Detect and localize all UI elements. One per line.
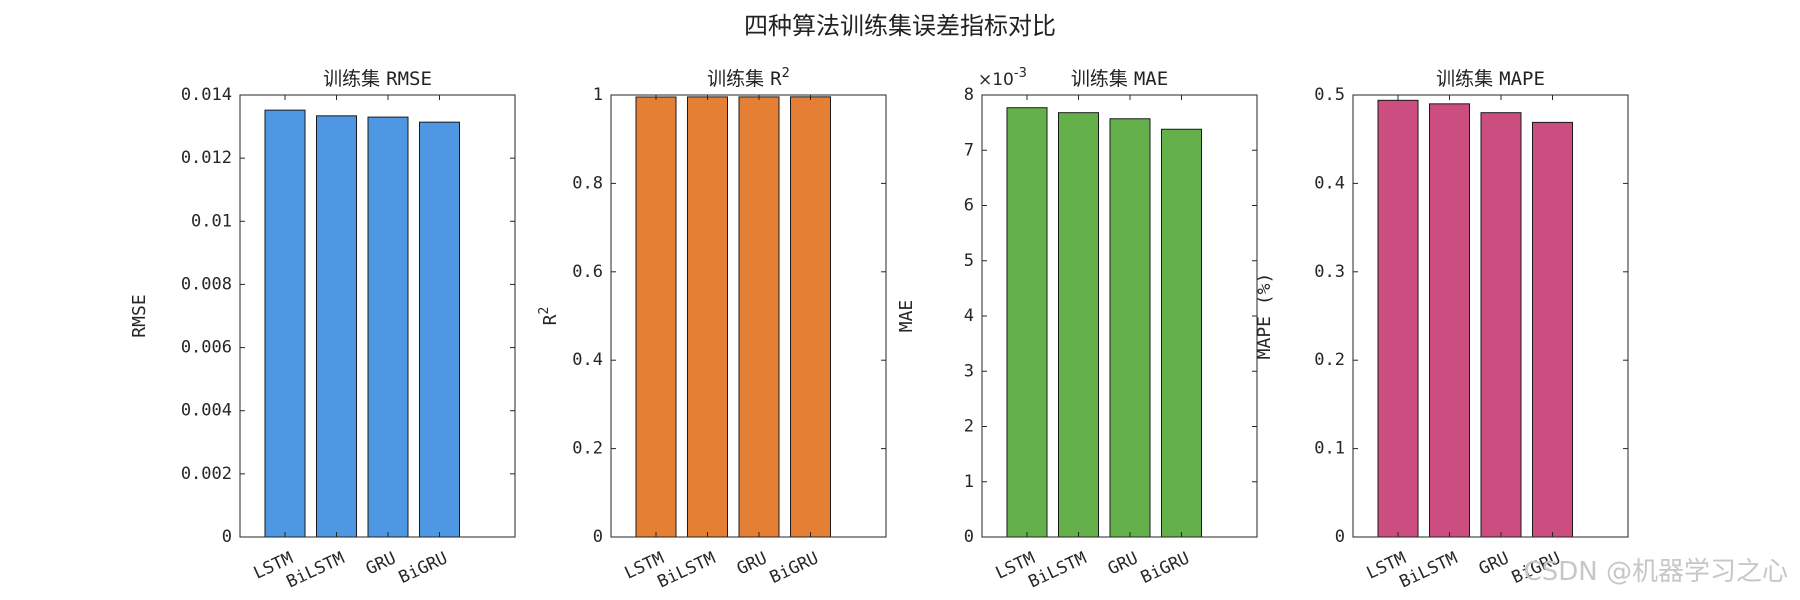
y-tick-label: 0.01: [191, 211, 232, 231]
y-axis-label-text: RMSE: [129, 294, 150, 337]
y-tick-label: 8: [964, 85, 974, 105]
subplot-title: 训练集 MAPE: [1436, 68, 1545, 90]
y-axis-label: MAE: [896, 300, 917, 333]
subplot-title-prefix: 训练集: [1436, 68, 1499, 90]
bar-lstm: [264, 109, 306, 538]
y-tick-label: 0.4: [1314, 173, 1345, 193]
x-tick-label: BiGRU: [396, 548, 451, 588]
figure-title: 四种算法训练集误差指标对比: [744, 12, 1056, 40]
y-tick-label: 0.012: [181, 148, 232, 168]
x-tick-label: BiLSTM: [1397, 548, 1461, 592]
bar-lstm: [635, 96, 677, 538]
y-axis-label-text: MAPE (%): [1254, 273, 1275, 360]
bar-bigru: [1532, 121, 1573, 538]
y-tick-label: 0: [1335, 527, 1345, 547]
subplot-title-metric: MAPE: [1499, 68, 1545, 90]
y-axis-label-text: R: [540, 314, 561, 325]
bar-gru: [367, 116, 409, 538]
y-tick-label: 0.006: [181, 338, 232, 358]
bar-bigru: [1161, 128, 1202, 538]
subplot-title-superscript: 2: [782, 66, 790, 81]
subplot-title-prefix: 训练集: [1071, 68, 1134, 90]
x-tick-label: GRU: [363, 548, 399, 579]
y-tick-label: 0.8: [572, 173, 603, 193]
subplot-title: 训练集 R2: [707, 66, 790, 90]
y-tick-label: 0.3: [1314, 262, 1345, 282]
y-axis-label-text: MAE: [896, 300, 917, 333]
x-tick-label: BiLSTM: [1026, 548, 1090, 592]
subplot-title-prefix: 训练集: [707, 68, 770, 90]
y-tick-label: 0.004: [181, 401, 232, 421]
bar-gru: [1109, 118, 1151, 538]
subplot-title: 训练集 RMSE: [323, 68, 432, 90]
y-tick-label: 0: [593, 527, 603, 547]
y-axis-label: RMSE: [129, 294, 150, 337]
y-tick-label: 1: [964, 472, 974, 492]
y-tick-label: 0.2: [572, 439, 603, 459]
bar-lstm: [1377, 99, 1419, 538]
y-exponent-power: -3: [1014, 66, 1027, 81]
y-axis-label: MAPE (%): [1254, 273, 1275, 360]
y-tick-label: 4: [964, 306, 974, 326]
subplot-title: 训练集 MAE: [1071, 68, 1168, 90]
y-axis-label-superscript: 2: [537, 307, 552, 315]
y-tick-label: 6: [964, 196, 974, 216]
axes-frame: [1352, 94, 1629, 538]
axes-frame: [239, 94, 516, 538]
y-exponent-label: ×10-3: [978, 66, 1027, 90]
y-tick-label: 0.2: [1314, 350, 1345, 370]
subplot-title-prefix: 训练集: [323, 68, 386, 90]
y-tick-label: 0.002: [181, 464, 232, 484]
subplot-title-metric: RMSE: [386, 68, 432, 90]
x-tick-label: BiGRU: [767, 548, 822, 588]
bar-bigru: [419, 121, 460, 538]
y-tick-label: 0.4: [572, 350, 603, 370]
y-tick-label: 2: [964, 417, 974, 437]
x-tick-label: GRU: [1105, 548, 1141, 579]
y-tick-label: 7: [964, 140, 974, 160]
y-tick-label: 0.014: [181, 85, 232, 105]
bar-bilstm: [1058, 112, 1099, 538]
axes-frame: [981, 94, 1258, 538]
x-tick-label: BiLSTM: [284, 548, 348, 592]
y-exponent-base: ×10: [978, 70, 1014, 90]
y-tick-label: 0: [964, 527, 974, 547]
y-tick-label: 0.008: [181, 274, 232, 294]
x-tick-label: BiLSTM: [655, 548, 719, 592]
x-tick-label: BiGRU: [1138, 548, 1193, 588]
subplot-title-metric: MAE: [1134, 68, 1168, 90]
y-tick-label: 3: [964, 361, 974, 381]
y-tick-label: 0.5: [1314, 85, 1345, 105]
y-tick-label: 0: [222, 527, 232, 547]
y-axis-label: R2: [537, 307, 561, 326]
y-tick-label: 5: [964, 251, 974, 271]
bar-bilstm: [316, 115, 357, 538]
x-tick-label: GRU: [1476, 548, 1512, 579]
y-tick-label: 0.1: [1314, 439, 1345, 459]
bar-bilstm: [687, 96, 728, 538]
bar-gru: [738, 96, 780, 538]
bar-lstm: [1006, 107, 1048, 538]
bar-bigru: [790, 96, 831, 538]
axes-frame: [610, 94, 887, 538]
bar-bilstm: [1429, 103, 1470, 538]
y-tick-label: 0.6: [572, 262, 603, 282]
subplot-title-metric: R: [770, 68, 782, 90]
bar-gru: [1480, 112, 1522, 538]
x-tick-label: GRU: [734, 548, 770, 579]
watermark: CSDN @机器学习之心: [1524, 557, 1788, 587]
y-tick-label: 1: [593, 85, 603, 105]
